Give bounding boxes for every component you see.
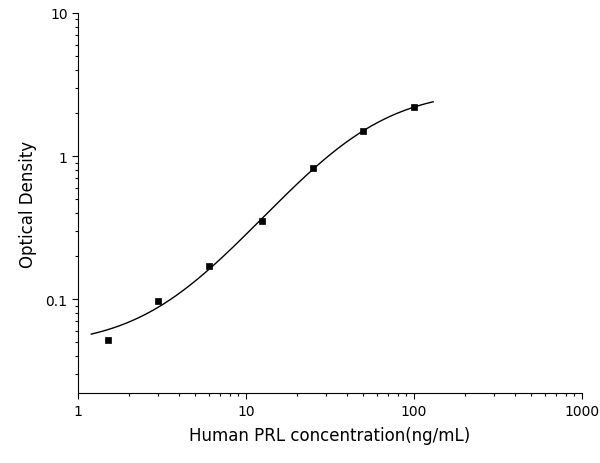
X-axis label: Human PRL concentration(ng/mL): Human PRL concentration(ng/mL): [190, 426, 470, 444]
Y-axis label: Optical Density: Optical Density: [19, 140, 37, 267]
